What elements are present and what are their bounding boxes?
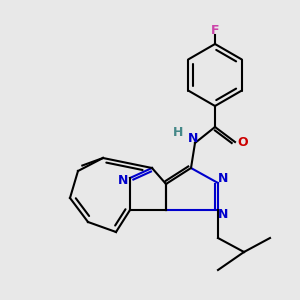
Text: N: N <box>118 173 128 187</box>
Text: N: N <box>188 133 198 146</box>
Text: H: H <box>173 127 183 140</box>
Text: N: N <box>218 208 228 220</box>
Text: N: N <box>218 172 228 185</box>
Text: F: F <box>211 23 219 37</box>
Text: O: O <box>238 136 248 149</box>
